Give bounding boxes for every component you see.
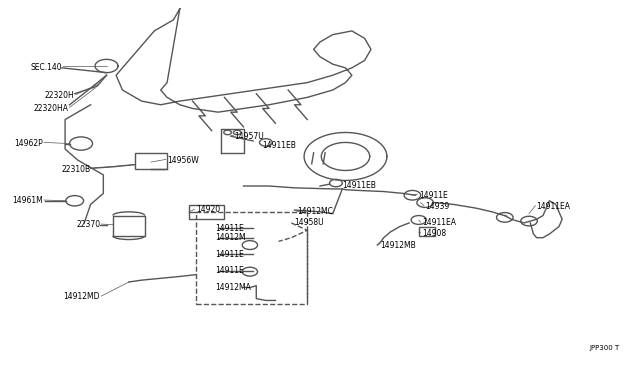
Bar [419, 227, 435, 236]
Text: 14911E: 14911E [215, 224, 244, 233]
Text: 22370: 22370 [76, 220, 100, 229]
Text: 14911E: 14911E [215, 250, 244, 259]
Text: 14962P: 14962P [14, 139, 43, 148]
Text: 14958U: 14958U [294, 218, 324, 227]
Bar [135, 153, 167, 169]
Bar [189, 205, 225, 219]
Text: 14911EB: 14911EB [342, 182, 376, 190]
Bar [196, 212, 307, 304]
Text: SEC.140: SEC.140 [30, 63, 62, 72]
Text: 14908: 14908 [422, 230, 446, 238]
Text: 22320H: 22320H [45, 91, 75, 100]
Text: JPP300 T: JPP300 T [589, 346, 620, 352]
Text: 14912M: 14912M [215, 233, 246, 242]
Text: 14939: 14939 [425, 202, 449, 211]
Text: 14956W: 14956W [167, 155, 199, 165]
Text: 14911E: 14911E [419, 191, 447, 200]
Text: 14912MB: 14912MB [381, 241, 416, 250]
Text: 14912MD: 14912MD [63, 292, 100, 301]
Text: 14920: 14920 [196, 205, 220, 215]
Text: 22310B: 22310B [61, 165, 91, 174]
Text: 14911EA: 14911EA [422, 218, 456, 227]
Text: 14911EA: 14911EA [537, 202, 571, 211]
Text: 14912MC: 14912MC [298, 207, 333, 217]
Text: 14961M: 14961M [12, 196, 43, 205]
Text: 14957U: 14957U [234, 132, 264, 141]
Text: 14911E: 14911E [215, 266, 244, 275]
Text: 22320HA: 22320HA [33, 104, 68, 113]
Text: 14912MA: 14912MA [215, 283, 251, 292]
Text: 14911EB: 14911EB [262, 141, 296, 150]
